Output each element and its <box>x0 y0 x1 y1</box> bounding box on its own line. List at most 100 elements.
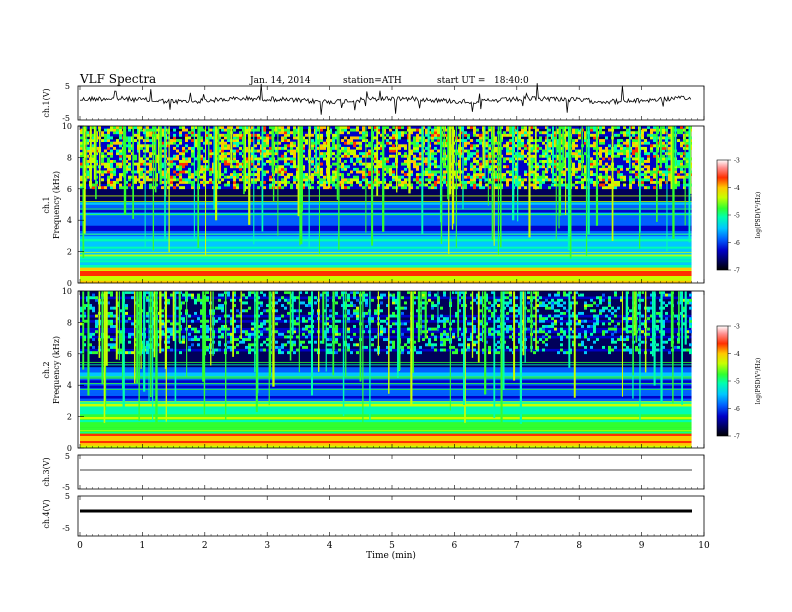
spec-sferic <box>484 126 486 183</box>
spec-speckle <box>362 296 365 300</box>
spec-speckle <box>329 186 332 190</box>
spec-speckle <box>149 144 152 148</box>
spec-sferic <box>105 291 108 366</box>
spec-speckle <box>128 332 131 336</box>
spec-speckle <box>293 128 296 132</box>
colorbar-tick-label: -5 <box>734 379 740 386</box>
spec-speckle <box>119 149 122 153</box>
spec-speckle <box>320 133 323 137</box>
spec-speckle <box>236 314 239 318</box>
spec-band <box>80 442 692 446</box>
spec-band <box>80 214 692 218</box>
spec-speckle <box>317 128 320 132</box>
spec-speckle <box>344 178 347 182</box>
spec-speckle <box>176 144 179 148</box>
spec-speckle <box>539 165 542 169</box>
spec-speckle <box>641 162 644 166</box>
spec-speckle <box>494 165 497 169</box>
spec-sferic <box>417 291 421 343</box>
spec-speckle <box>206 167 209 171</box>
spec-speckle <box>488 309 491 313</box>
spec-speckle <box>374 309 377 313</box>
spec-speckle <box>530 165 533 169</box>
spec-speckle <box>473 348 476 352</box>
spec-speckle <box>539 301 542 305</box>
spec-speckle <box>374 183 377 187</box>
spec-speckle <box>278 146 281 150</box>
spec-speckle <box>515 175 518 179</box>
spec-speckle <box>623 317 626 321</box>
spec-speckle <box>92 332 95 336</box>
spec-speckle <box>146 139 149 142</box>
spec-speckle <box>335 144 338 148</box>
spec-speckle <box>392 298 395 302</box>
spec-speckle <box>548 157 551 161</box>
spec-speckle <box>287 128 290 132</box>
spec-sferic <box>213 126 215 210</box>
spec-speckle <box>254 165 257 169</box>
spec-speckle <box>113 186 116 190</box>
spec-speckle <box>155 160 158 163</box>
spec-speckle <box>662 141 665 145</box>
spec-speckle <box>605 306 608 310</box>
spec-speckle <box>602 149 605 153</box>
spec-speckle <box>257 178 260 182</box>
spec-speckle <box>431 345 434 349</box>
spec-speckle <box>401 351 404 355</box>
spec-speckle <box>581 340 584 344</box>
spec-speckle <box>242 340 245 344</box>
spec-speckle <box>329 139 332 142</box>
spec-speckle <box>317 180 320 184</box>
spec-speckle <box>473 317 476 321</box>
spec-speckle <box>533 183 536 187</box>
spec-speckle <box>173 175 176 179</box>
spec-band <box>80 228 692 231</box>
spec-sferic <box>625 291 628 333</box>
spec-sferic <box>311 291 313 396</box>
spec-speckle <box>194 335 197 339</box>
spec-speckle <box>530 157 533 161</box>
spec-speckle <box>437 301 440 305</box>
spec-speckle <box>149 186 152 190</box>
spec-speckle <box>254 343 257 347</box>
spec-speckle <box>641 160 644 163</box>
spec-speckle <box>290 293 293 297</box>
spec-speckle <box>137 136 140 140</box>
spec-speckle <box>305 173 308 177</box>
spec-speckle <box>383 131 386 135</box>
spec-speckle <box>305 139 308 142</box>
spec-speckle <box>446 332 449 336</box>
spec-speckle <box>254 157 257 161</box>
spec-speckle <box>233 157 236 161</box>
spec-speckle <box>341 180 344 184</box>
spec-sferic <box>632 291 634 376</box>
spec-speckle <box>233 293 236 297</box>
spec-band <box>80 393 692 396</box>
spec-speckle <box>347 311 350 315</box>
spec-sferic <box>377 291 379 356</box>
spec-speckle <box>125 139 128 142</box>
spec-speckle <box>203 141 206 145</box>
spec-band <box>80 230 692 234</box>
spec-speckle <box>281 343 284 347</box>
spec-speckle <box>608 167 611 171</box>
spec-speckle <box>566 141 569 145</box>
spec-sferic <box>205 126 207 256</box>
spec-speckle <box>494 348 497 352</box>
spec-band <box>80 154 692 158</box>
spec-speckle <box>605 178 608 182</box>
spec-sferic <box>670 126 673 190</box>
spec-speckle <box>320 173 323 177</box>
spec-speckle <box>83 311 86 315</box>
spec-speckle <box>620 167 623 171</box>
spec-speckle <box>350 170 353 174</box>
spec-speckle <box>347 154 350 158</box>
spec-speckle <box>521 293 524 297</box>
spec-speckle <box>140 183 143 187</box>
spec-sferic <box>123 126 127 215</box>
spec-speckle <box>515 314 518 318</box>
spec-speckle <box>113 160 116 163</box>
spec-speckle <box>590 170 593 174</box>
spec-speckle <box>548 160 551 163</box>
spec-speckle <box>320 146 323 150</box>
